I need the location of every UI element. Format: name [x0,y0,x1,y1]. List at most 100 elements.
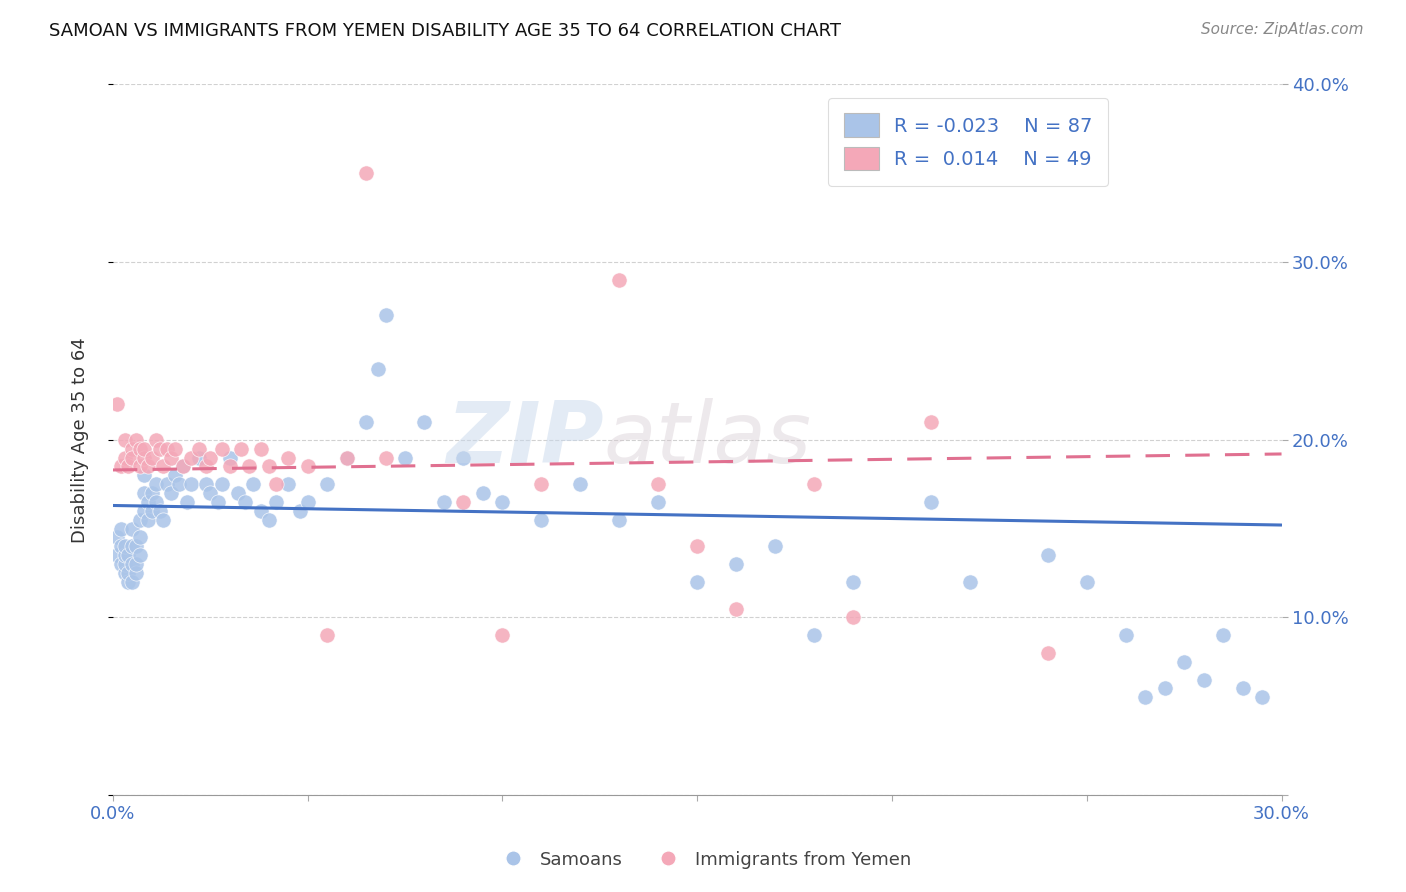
Point [1036,548,1059,562]
Point [242,477,264,491]
Point [149,442,172,456]
Point [803,477,825,491]
Point [471,486,494,500]
Point [117,459,139,474]
Point [132,504,155,518]
Text: ZIP: ZIP [446,398,603,482]
Point [1153,681,1175,696]
Y-axis label: Disability Age 35 to 64: Disability Age 35 to 64 [72,337,89,542]
Point [160,450,183,465]
Point [231,442,253,456]
Point [195,459,218,474]
Point [374,450,396,465]
Point [803,628,825,642]
Point [238,459,260,474]
Point [132,468,155,483]
Point [394,450,416,465]
Point [686,574,709,589]
Point [105,531,128,545]
Point [145,495,167,509]
Point [121,442,143,456]
Point [121,557,143,571]
Point [176,495,198,509]
Point [607,273,630,287]
Point [156,442,179,456]
Point [125,557,148,571]
Point [647,477,669,491]
Point [129,442,152,456]
Point [266,477,288,491]
Point [367,361,389,376]
Point [297,459,319,474]
Point [1115,628,1137,642]
Point [105,397,128,411]
Point [453,495,475,509]
Point [152,513,174,527]
Point [413,415,436,429]
Point [125,433,148,447]
Point [105,548,128,562]
Point [132,486,155,500]
Point [187,450,209,465]
Point [165,442,187,456]
Point [250,442,273,456]
Point [257,513,280,527]
Point [145,433,167,447]
Point [129,548,152,562]
Point [141,486,163,500]
Point [277,477,299,491]
Point [211,477,233,491]
Point [569,477,592,491]
Point [121,450,143,465]
Point [233,495,256,509]
Point [433,495,456,509]
Point [277,450,299,465]
Point [145,477,167,491]
Point [316,628,339,642]
Point [647,495,669,509]
Point [354,166,377,180]
Point [1232,681,1254,696]
Point [110,522,132,536]
Point [114,566,136,580]
Point [257,459,280,474]
Point [288,504,311,518]
Point [200,486,222,500]
Point [1173,655,1195,669]
Legend: Samoans, Immigrants from Yemen: Samoans, Immigrants from Yemen [488,844,918,876]
Point [1076,574,1098,589]
Point [1251,690,1274,705]
Point [530,513,553,527]
Point [156,477,179,491]
Point [114,433,136,447]
Point [226,486,249,500]
Point [763,539,786,553]
Point [1036,646,1059,660]
Point [114,450,136,465]
Point [114,548,136,562]
Point [195,477,218,491]
Point [167,477,190,491]
Point [160,486,183,500]
Point [110,459,132,474]
Point [121,574,143,589]
Point [607,513,630,527]
Point [117,548,139,562]
Point [187,442,209,456]
Point [152,459,174,474]
Point [959,574,981,589]
Text: SAMOAN VS IMMIGRANTS FROM YEMEN DISABILITY AGE 35 TO 64 CORRELATION CHART: SAMOAN VS IMMIGRANTS FROM YEMEN DISABILI… [49,22,841,40]
Point [374,309,396,323]
Point [336,450,359,465]
Point [491,495,513,509]
Point [530,477,553,491]
Point [117,566,139,580]
Point [1133,690,1156,705]
Point [297,495,319,509]
Point [686,539,709,553]
Point [172,459,194,474]
Point [149,504,172,518]
Point [180,450,202,465]
Point [200,450,222,465]
Point [110,557,132,571]
